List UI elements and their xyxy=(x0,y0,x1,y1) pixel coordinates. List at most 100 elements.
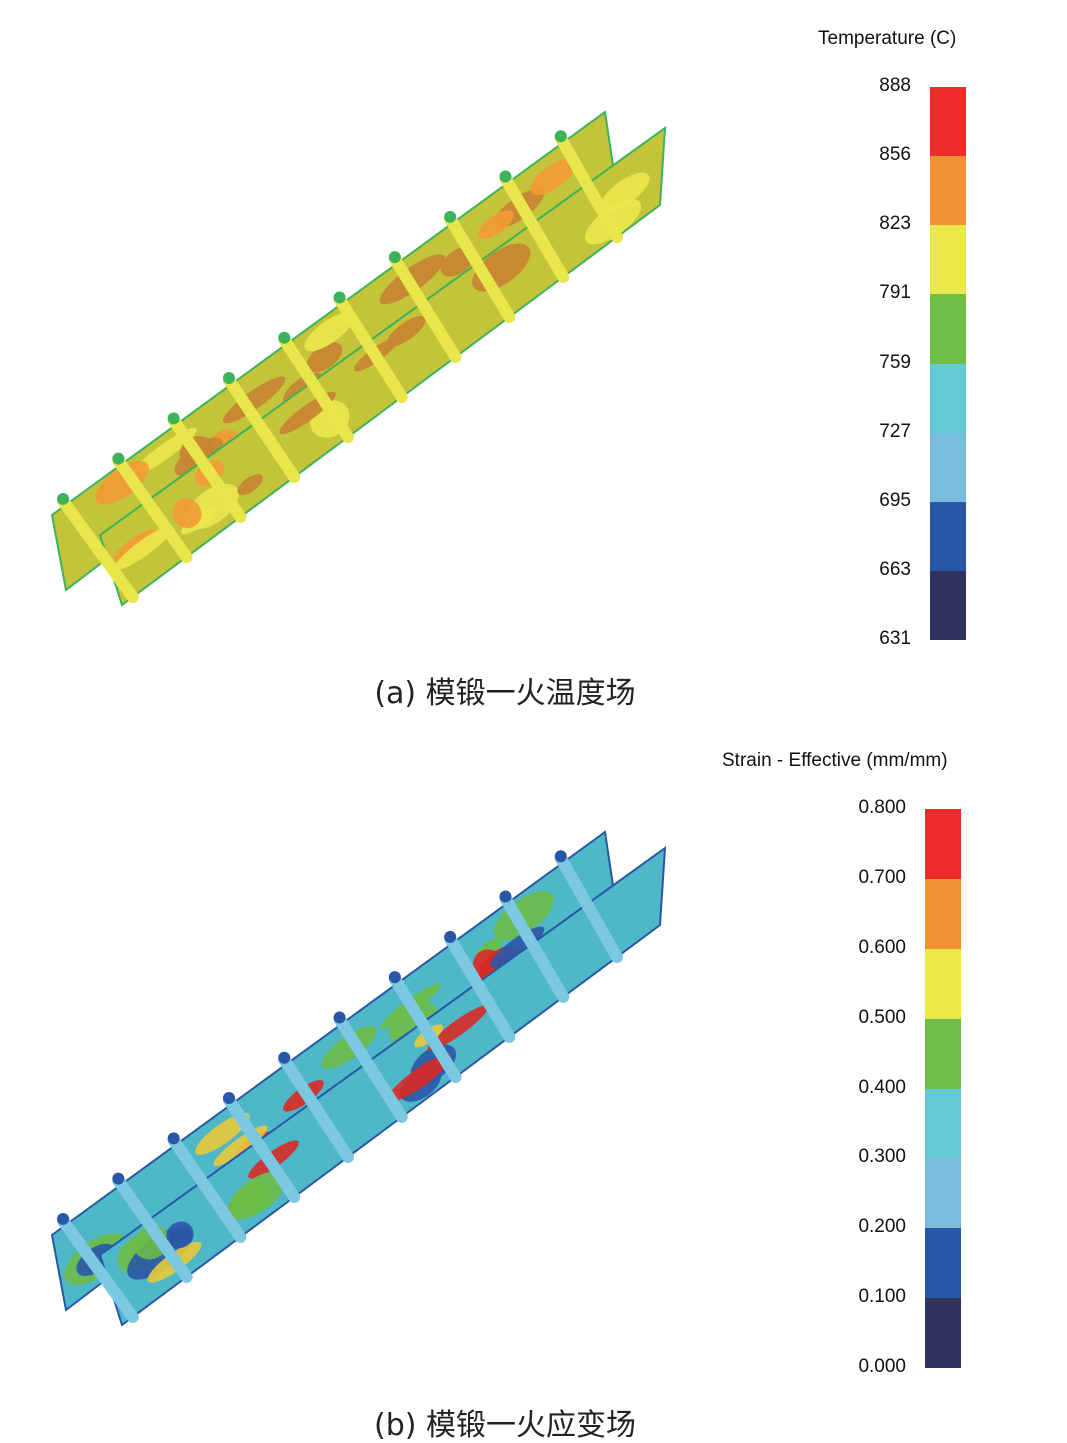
colorbar-tick-label: 0.400 xyxy=(858,1076,906,1098)
colorbar-segment xyxy=(925,948,961,1019)
rib-boss xyxy=(57,492,70,505)
rib-boss xyxy=(499,890,512,903)
strain-colorbar xyxy=(925,809,961,1368)
rib xyxy=(167,414,247,523)
contour-patch xyxy=(222,376,286,424)
rib-boss xyxy=(554,850,567,863)
colorbar-tick-label: 0.100 xyxy=(858,1286,906,1308)
strain-legend-title: Strain - Effective (mm/mm) xyxy=(722,750,948,771)
rib-boss xyxy=(222,372,235,385)
contour-patch xyxy=(306,342,343,373)
colorbar-segment xyxy=(930,294,966,364)
colorbar-segment xyxy=(925,1228,961,1299)
rib xyxy=(167,1134,247,1243)
colorbar-tick-label: 0.200 xyxy=(858,1216,906,1238)
caption-b: (b) 模锻一火应变场 xyxy=(374,1408,636,1443)
contour-patch xyxy=(166,1221,194,1249)
rib xyxy=(278,333,354,443)
rib-boss xyxy=(499,170,512,183)
colorbar-segment xyxy=(930,570,966,640)
rib-boss xyxy=(167,1132,180,1145)
contour-patch xyxy=(493,891,554,941)
colorbar-segment xyxy=(930,156,966,226)
colorbar-tick-label: 823 xyxy=(879,213,911,235)
caption-a: (a) 模锻一火温度场 xyxy=(374,676,636,711)
colorbar-tick-label: 0.600 xyxy=(858,936,906,958)
temperature-field-model xyxy=(50,110,667,607)
contour-patch xyxy=(321,1025,377,1069)
contour-patch xyxy=(427,1005,489,1051)
rib xyxy=(388,973,462,1083)
colorbar-tick-label: 759 xyxy=(879,351,911,373)
rib xyxy=(333,293,408,403)
colorbar-tick-label: 0.700 xyxy=(858,866,906,888)
contour-patch xyxy=(172,498,202,529)
colorbar-tick-label: 791 xyxy=(879,282,911,304)
rib-boss xyxy=(57,1212,70,1225)
colorbar-tick-label: 0.000 xyxy=(858,1356,906,1377)
contour-patch xyxy=(600,172,650,212)
colorbar-tick-label: 888 xyxy=(879,75,911,96)
rib-boss xyxy=(278,331,291,344)
rib xyxy=(499,892,570,1003)
contour-patch xyxy=(387,1054,452,1102)
rib xyxy=(499,172,570,283)
rib xyxy=(444,932,516,1043)
temperature-legend-title: Temperature (C) xyxy=(818,28,957,49)
colorbar-tick-label: 727 xyxy=(879,420,911,442)
colorbar-segment xyxy=(930,363,966,433)
colorbar-tick-label: 695 xyxy=(879,489,911,511)
rib xyxy=(554,852,623,963)
rib xyxy=(112,454,193,563)
rib-boss xyxy=(222,1092,235,1105)
contour-patch xyxy=(114,525,174,570)
contour-patch xyxy=(478,210,514,239)
temperature-colorbar xyxy=(930,87,966,640)
rib-boss xyxy=(388,251,401,264)
rib xyxy=(388,253,462,363)
rib xyxy=(444,212,516,323)
rib-boss xyxy=(112,1172,125,1185)
colorbar-segment xyxy=(930,432,966,502)
rib xyxy=(57,1214,139,1323)
rib-boss xyxy=(278,1051,291,1064)
rib xyxy=(57,494,139,603)
colorbar-tick-label: 0.300 xyxy=(858,1146,906,1168)
rib-boss xyxy=(444,930,457,943)
colorbar-tick-label: 663 xyxy=(879,558,911,580)
colorbar-segment xyxy=(930,225,966,295)
colorbar-tick-label: 631 xyxy=(879,628,911,649)
colorbar-tick-label: 856 xyxy=(879,144,911,166)
colorbar-segment xyxy=(925,1088,961,1159)
rib xyxy=(554,132,623,243)
rib xyxy=(278,1053,354,1163)
strain-field-model xyxy=(50,830,667,1327)
rib xyxy=(222,1094,301,1203)
colorbar-segment xyxy=(925,1298,961,1368)
colorbar-segment xyxy=(930,87,966,157)
contour-patch xyxy=(237,474,263,496)
colorbar-segment xyxy=(925,1158,961,1229)
colorbar-tick-label: 0.800 xyxy=(858,797,906,818)
rib xyxy=(222,374,301,483)
contour-patch xyxy=(95,461,149,505)
colorbar-segment xyxy=(925,809,961,879)
contour-patch xyxy=(195,1113,250,1155)
rib-boss xyxy=(333,291,346,304)
rib-boss xyxy=(112,452,125,465)
colorbar-segment xyxy=(925,878,961,949)
colorbar-segment xyxy=(925,1018,961,1089)
colorbar-segment xyxy=(930,501,966,571)
contour-patch xyxy=(230,1180,271,1216)
colorbar-tick-label: 0.500 xyxy=(858,1006,906,1028)
rib-boss xyxy=(333,1011,346,1024)
rib xyxy=(333,1013,408,1123)
rib-boss xyxy=(444,210,457,223)
rib-boss xyxy=(554,130,567,143)
contour-patch xyxy=(304,312,354,352)
contour-patch xyxy=(530,158,577,195)
rib-boss xyxy=(388,971,401,984)
rib xyxy=(112,1174,193,1283)
rib-boss xyxy=(167,412,180,425)
